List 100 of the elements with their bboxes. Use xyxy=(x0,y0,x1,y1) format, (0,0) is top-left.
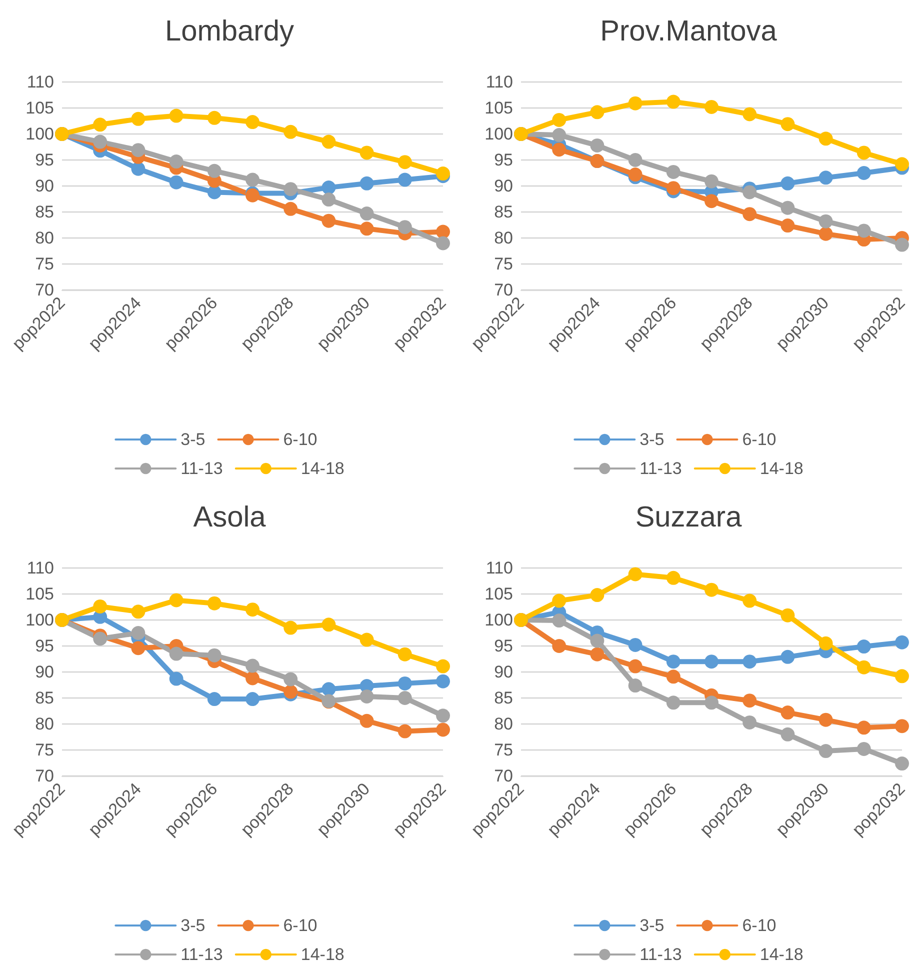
point xyxy=(704,582,718,597)
point xyxy=(131,162,146,176)
point xyxy=(360,632,374,647)
point xyxy=(590,634,604,648)
point xyxy=(666,696,680,710)
point xyxy=(246,692,260,706)
point xyxy=(398,724,412,738)
point xyxy=(207,648,222,662)
point xyxy=(780,727,795,742)
point xyxy=(552,142,566,157)
point xyxy=(590,105,604,120)
legend-label: 6-10 xyxy=(742,430,776,449)
y-tick-label: 75 xyxy=(494,740,513,760)
point xyxy=(780,706,795,720)
point xyxy=(590,588,604,602)
point xyxy=(666,164,680,179)
point xyxy=(666,670,680,684)
y-tick-label: 70 xyxy=(494,280,513,300)
point xyxy=(818,226,833,241)
legend-label: 11-13 xyxy=(180,459,223,478)
legend-label: 14-18 xyxy=(760,459,804,478)
point xyxy=(704,194,718,208)
point xyxy=(436,722,450,737)
point xyxy=(360,176,374,190)
point xyxy=(169,672,184,686)
y-tick-label: 100 xyxy=(484,610,513,630)
point xyxy=(246,115,260,130)
point xyxy=(895,238,909,252)
point xyxy=(398,155,412,170)
y-tick-label: 105 xyxy=(26,98,54,118)
chart-title: Lombardy xyxy=(165,16,294,48)
y-tick-label: 80 xyxy=(494,714,513,734)
legend-label: 6-10 xyxy=(283,430,318,449)
point xyxy=(436,708,450,723)
point xyxy=(322,180,336,195)
point xyxy=(704,654,718,669)
y-tick-label: 90 xyxy=(494,176,513,196)
point xyxy=(360,714,374,728)
y-tick-label: 75 xyxy=(35,740,54,760)
point xyxy=(398,172,412,187)
point xyxy=(322,618,336,632)
y-tick-label: 110 xyxy=(486,558,513,578)
legend-label: 14-18 xyxy=(300,459,344,478)
point xyxy=(552,639,566,653)
y-tick-label: 70 xyxy=(35,280,54,300)
point xyxy=(628,96,642,110)
point xyxy=(666,181,680,196)
point xyxy=(398,647,412,662)
point xyxy=(169,593,184,608)
point xyxy=(552,112,566,127)
point xyxy=(628,168,642,182)
point xyxy=(284,202,298,216)
point xyxy=(398,676,412,690)
point xyxy=(207,596,222,610)
point xyxy=(131,112,146,126)
point xyxy=(780,218,795,233)
point xyxy=(856,742,871,756)
y-tick-label: 95 xyxy=(35,150,54,170)
point xyxy=(628,153,642,167)
y-tick-label: 80 xyxy=(35,228,54,248)
point xyxy=(284,620,298,635)
point xyxy=(895,669,909,684)
point xyxy=(895,719,909,734)
point xyxy=(818,744,833,758)
point xyxy=(93,632,108,646)
point xyxy=(284,124,298,139)
legend-label: 14-18 xyxy=(300,945,344,964)
chart-title: Asola xyxy=(193,502,267,534)
point xyxy=(704,696,718,710)
point xyxy=(131,626,146,640)
point xyxy=(780,200,795,215)
y-tick-label: 90 xyxy=(35,176,54,196)
point xyxy=(895,635,909,650)
y-tick-label: 85 xyxy=(494,202,513,222)
point xyxy=(436,224,450,239)
y-tick-label: 80 xyxy=(35,714,54,734)
y-tick-label: 90 xyxy=(494,662,513,682)
legend-label: 11-13 xyxy=(640,459,682,478)
point xyxy=(169,108,184,123)
point xyxy=(169,154,184,169)
point xyxy=(322,192,336,207)
y-tick-label: 85 xyxy=(35,202,54,222)
point xyxy=(131,641,146,656)
point xyxy=(704,174,718,188)
point xyxy=(207,692,222,706)
y-tick-label: 100 xyxy=(26,610,54,630)
point xyxy=(590,138,604,152)
point xyxy=(628,659,642,674)
y-tick-label: 95 xyxy=(35,636,54,656)
y-tick-label: 95 xyxy=(494,150,513,170)
point xyxy=(780,650,795,664)
y-tick-label: 100 xyxy=(484,124,513,144)
point xyxy=(780,608,795,622)
point xyxy=(246,602,260,617)
point xyxy=(780,176,795,190)
point xyxy=(360,689,374,704)
y-tick-label: 95 xyxy=(494,636,513,656)
point xyxy=(322,682,336,696)
point xyxy=(246,658,260,673)
point xyxy=(666,570,680,585)
